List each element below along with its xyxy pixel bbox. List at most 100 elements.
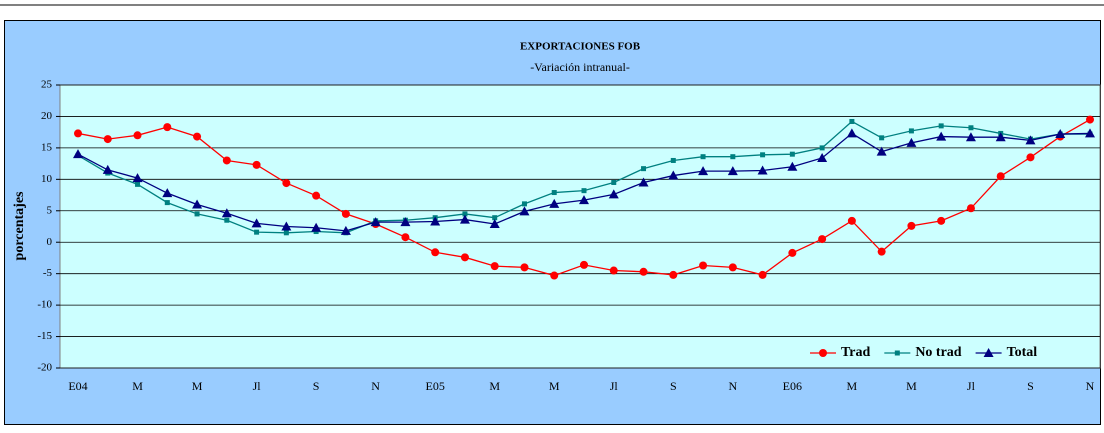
marker (670, 157, 676, 163)
marker (162, 188, 173, 198)
chart-subtitle: -Variación intranual- (530, 60, 630, 74)
marker (995, 132, 1006, 142)
marker (847, 216, 856, 225)
marker (1086, 115, 1094, 124)
marker (757, 165, 768, 175)
marker (699, 261, 708, 270)
marker (580, 260, 588, 269)
marker (462, 211, 468, 217)
marker (787, 161, 798, 171)
marker (283, 230, 289, 236)
marker (966, 204, 975, 213)
y-tick-label: 0 (47, 236, 53, 248)
marker (906, 137, 917, 147)
legend-label: No trad (915, 345, 961, 360)
plot-area (59, 84, 1101, 369)
marker (194, 211, 200, 217)
marker (1055, 129, 1066, 139)
marker (312, 191, 321, 200)
marker (164, 200, 170, 206)
marker (252, 160, 261, 169)
marker (876, 146, 887, 156)
y-tick-label: 20 (41, 110, 53, 122)
marker (519, 206, 530, 216)
marker (938, 123, 944, 129)
marker (579, 195, 589, 205)
y-tick-label: 5 (47, 204, 53, 216)
marker (74, 129, 82, 138)
marker (281, 221, 292, 231)
x-tick-label: N (728, 379, 737, 393)
x-tick-label: Jl (967, 379, 976, 393)
marker (370, 217, 381, 227)
marker (549, 198, 560, 208)
marker (311, 222, 322, 232)
marker (818, 235, 827, 244)
marker (698, 166, 709, 176)
y-axis-label: porcentajes (12, 191, 27, 260)
marker (608, 189, 619, 199)
y-tick-label: -20 (37, 362, 52, 374)
marker (668, 170, 679, 180)
marker (788, 248, 797, 257)
marker (819, 145, 825, 151)
marker (669, 270, 678, 279)
marker (730, 154, 736, 160)
marker (609, 266, 618, 275)
x-tick-label: M (549, 379, 560, 393)
marker (460, 253, 469, 262)
marker (224, 217, 230, 223)
marker (760, 152, 766, 158)
x-tick-label: N (1086, 379, 1095, 393)
x-tick-label: M (192, 379, 203, 393)
y-tick-label: -10 (37, 299, 52, 311)
marker (983, 348, 994, 357)
x-tick-label: Jl (253, 379, 262, 393)
marker (1085, 128, 1095, 138)
marker (254, 229, 260, 235)
x-tick-label: M (132, 379, 143, 393)
marker (817, 152, 828, 162)
marker (965, 132, 976, 142)
marker (936, 131, 947, 141)
y-tick-label: -5 (43, 267, 53, 279)
marker (849, 118, 855, 124)
marker (163, 123, 172, 132)
marker (430, 216, 441, 226)
marker (492, 215, 498, 221)
marker (102, 164, 113, 174)
x-tick-label: S (313, 379, 320, 393)
x-tick-label: M (906, 379, 917, 393)
marker (431, 248, 440, 257)
marker (968, 125, 974, 131)
marker (192, 199, 203, 209)
marker (282, 179, 291, 188)
marker (727, 166, 738, 176)
marker (193, 132, 202, 141)
marker (581, 188, 587, 194)
marker (341, 209, 350, 218)
x-tick-label: N (371, 379, 380, 393)
legend-label: Trad (841, 345, 871, 360)
marker (641, 166, 647, 172)
marker (877, 247, 886, 256)
y-tick-label: 25 (41, 79, 53, 91)
marker (728, 263, 737, 272)
marker (996, 172, 1005, 181)
marker (907, 221, 916, 230)
marker (133, 131, 142, 140)
marker (459, 214, 470, 224)
x-tick-label: Jl (610, 379, 619, 393)
marker (340, 225, 351, 235)
marker (103, 135, 112, 144)
x-tick-label: M (847, 379, 858, 393)
x-tick-label: S (670, 379, 677, 393)
marker (700, 154, 706, 160)
marker (221, 208, 232, 218)
x-tick-label: S (1027, 379, 1034, 393)
x-tick-label: E05 (426, 379, 445, 393)
marker (400, 217, 411, 227)
chart-title: EXPORTACIONES FOB (520, 41, 641, 53)
marker (846, 128, 857, 138)
